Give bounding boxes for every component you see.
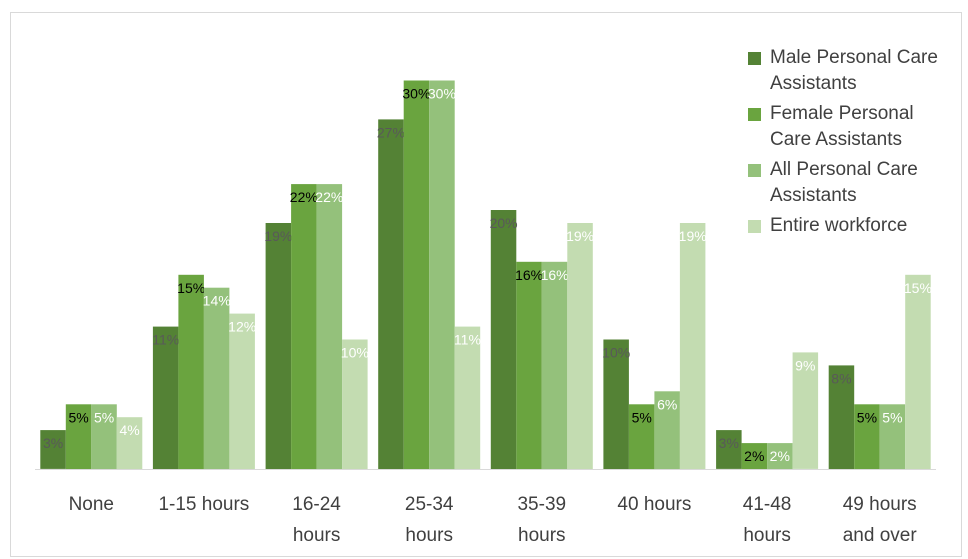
x-tick-label-7: 49 hours and over [843, 494, 918, 546]
x-tick-label-0: None [69, 494, 114, 515]
x-tick-label-4: 35-39 hours [517, 494, 566, 546]
x-tick-label-1: 1-15 hours [158, 494, 249, 515]
bar-s0-c7 [828, 365, 855, 469]
data-label-s3-c3: 11% [454, 332, 481, 348]
data-label-s0-c1: 11% [152, 332, 179, 348]
bar-s0-c6 [716, 430, 742, 469]
bar-s3-c2 [342, 339, 368, 469]
data-label-s2-c5: 6% [657, 396, 677, 412]
data-label-s2-c6: 2% [770, 448, 790, 464]
legend-swatch-3 [748, 220, 761, 233]
data-label-s0-c3: 27% [377, 124, 405, 140]
data-label-s3-c1: 12% [228, 319, 256, 335]
data-label-s0-c5: 10% [602, 345, 630, 361]
data-label-s2-c2: 22% [315, 189, 343, 205]
data-label-s0-c4: 20% [490, 215, 518, 231]
legend-label-3: Entire workforce [770, 215, 908, 236]
data-label-s0-c2: 19% [264, 228, 292, 244]
data-label-s0-c0: 3% [43, 435, 63, 451]
bar-s2-c7 [879, 404, 906, 470]
data-label-s1-c7: 5% [857, 409, 877, 425]
bar-s2-c6 [767, 443, 793, 469]
data-label-s2-c3: 30% [428, 86, 456, 102]
legend: Male Personal Care Assistants Female Perso… [748, 45, 958, 243]
bar-s0-c3 [378, 119, 404, 470]
legend-item-3: Entire workforce [748, 213, 958, 239]
legend-label-2: All Personal Care Assistants [770, 159, 918, 206]
data-label-s1-c5: 5% [632, 409, 652, 425]
data-label-s2-c7: 5% [882, 409, 902, 425]
data-label-s2-c4: 16% [541, 267, 569, 283]
data-label-s2-c0: 5% [94, 409, 114, 425]
bar-s3-c1 [229, 313, 255, 469]
bar-chart: 3% 11% 19% 27% 20% 10% 3% 8% 5% 15% 22% 30% 16% 5% 2% 5… [35, 80, 936, 546]
x-tick-label-5: 40 hours [617, 494, 691, 515]
data-label-s1-c4: 16% [515, 267, 543, 283]
legend-swatch-0 [748, 52, 761, 65]
bar-s1-c3 [403, 80, 430, 469]
bar-s1-c2 [291, 184, 317, 469]
data-label-s1-c0: 5% [68, 409, 88, 425]
bar-s2-c3 [429, 80, 455, 469]
bar-s2-c4 [541, 261, 568, 469]
bar-s1-c5 [628, 404, 655, 470]
legend-label-0: Male Personal Care Assistants [770, 47, 938, 94]
bar-s2-c1 [203, 287, 230, 469]
bar-s0-c1 [152, 326, 179, 469]
data-label-s1-c6: 2% [744, 448, 764, 464]
legend-swatch-1 [748, 108, 761, 121]
bar-s2-c0 [91, 404, 117, 470]
legend-item-1: Female Personal Care Assistants [748, 101, 958, 153]
legend-label-1: Female Personal Care Assistants [770, 103, 914, 150]
bar-s1-c7 [854, 404, 880, 470]
bar-s3-c0 [116, 417, 143, 469]
data-label-s3-c2: 10% [341, 345, 369, 361]
data-label-s3-c5: 19% [679, 228, 707, 244]
data-label-s0-c6: 3% [719, 435, 739, 451]
bar-s0-c0 [40, 430, 66, 469]
bar-s3-c4 [567, 223, 593, 469]
bar-s3-c6 [792, 352, 819, 469]
bar-s0-c5 [603, 339, 629, 469]
legend-item-0: Male Personal Care Assistants [748, 45, 958, 97]
bar-s1-c1 [178, 274, 204, 470]
bar-s2-c2 [316, 184, 343, 469]
bar-s1-c6 [741, 443, 768, 469]
bar-s0-c2 [265, 223, 292, 469]
bar-s2-c5 [654, 391, 680, 469]
bar-s1-c4 [516, 261, 542, 469]
bar-s3-c7 [905, 274, 931, 470]
bar-s1-c0 [65, 404, 92, 470]
bar-s0-c4 [490, 210, 517, 469]
x-tick-label-3: 25-34 hours [405, 494, 454, 546]
x-tick-label-6: 41-48 hours [743, 494, 792, 546]
data-label-s1-c2: 22% [290, 189, 318, 205]
data-label-s3-c6: 9% [795, 357, 815, 373]
data-label-s3-c0: 4% [119, 422, 139, 438]
legend-swatch-2 [748, 164, 761, 177]
data-label-s1-c3: 30% [402, 86, 430, 102]
data-label-s0-c7: 8% [831, 370, 851, 386]
bar-s3-c5 [679, 223, 706, 469]
legend-item-2: All Personal Care Assistants [748, 157, 958, 209]
chart-area: 3% 11% 19% 27% 20% 10% 3% 8% 5% 15% 22% 30% 16% 5% 2% 5… [10, 12, 962, 557]
data-label-s3-c4: 19% [566, 228, 594, 244]
data-label-s2-c1: 14% [203, 293, 231, 309]
x-tick-label-2: 16-24 hours [292, 494, 341, 546]
data-label-s3-c7: 15% [904, 280, 932, 296]
bar-s3-c3 [454, 326, 481, 469]
data-label-s1-c1: 15% [177, 280, 205, 296]
